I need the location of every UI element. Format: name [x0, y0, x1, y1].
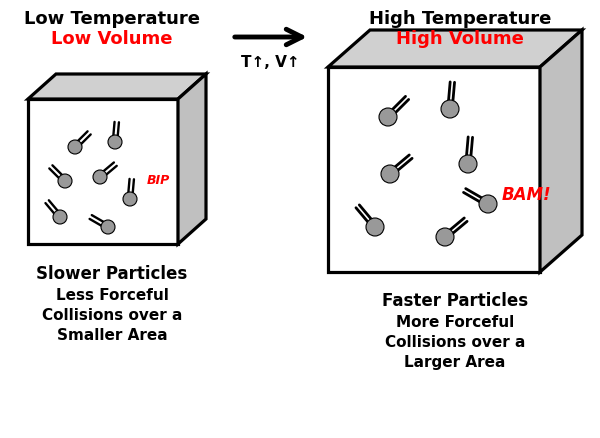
Circle shape	[123, 193, 137, 207]
Polygon shape	[328, 31, 582, 68]
Polygon shape	[540, 31, 582, 272]
Text: T↑, V↑: T↑, V↑	[241, 55, 299, 70]
Circle shape	[93, 171, 107, 184]
Polygon shape	[178, 75, 206, 244]
Text: High Temperature: High Temperature	[369, 10, 551, 28]
Circle shape	[53, 211, 67, 225]
Text: Faster Particles: Faster Particles	[382, 291, 528, 309]
Text: BAM!: BAM!	[502, 186, 551, 204]
Text: Low Temperature: Low Temperature	[24, 10, 200, 28]
Circle shape	[379, 109, 397, 127]
Text: Low Volume: Low Volume	[51, 30, 173, 48]
Text: BIP: BIP	[147, 174, 170, 187]
Polygon shape	[328, 68, 540, 272]
Circle shape	[459, 155, 477, 173]
Circle shape	[108, 136, 122, 150]
Circle shape	[366, 219, 384, 237]
Circle shape	[479, 195, 497, 213]
Polygon shape	[28, 75, 206, 100]
Text: High Volume: High Volume	[396, 30, 524, 48]
Circle shape	[68, 141, 82, 155]
Polygon shape	[28, 100, 178, 244]
Circle shape	[441, 101, 459, 119]
Text: More Forceful
Collisions over a
Larger Area: More Forceful Collisions over a Larger A…	[385, 314, 525, 369]
Text: Slower Particles: Slower Particles	[37, 265, 188, 283]
Circle shape	[58, 175, 72, 189]
Circle shape	[381, 166, 399, 184]
Circle shape	[436, 229, 454, 247]
Circle shape	[101, 220, 115, 234]
Text: Less Forceful
Collisions over a
Smaller Area: Less Forceful Collisions over a Smaller …	[42, 287, 182, 342]
